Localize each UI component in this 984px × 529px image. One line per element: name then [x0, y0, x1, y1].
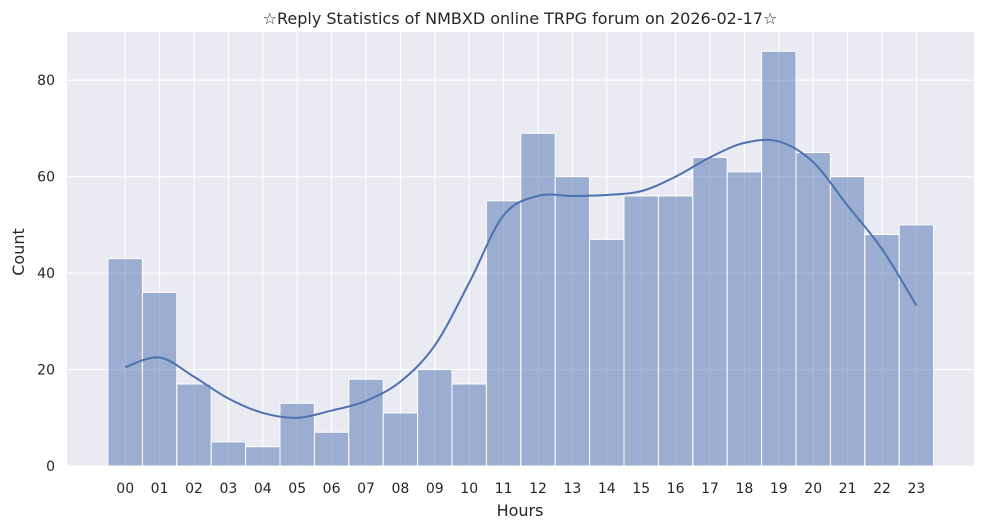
y-tick-label: 20: [37, 363, 55, 379]
kde-curve: [124, 138, 918, 419]
bar-16: [657, 195, 694, 467]
bar-08: [382, 412, 419, 467]
y-tick-label: 40: [37, 266, 55, 282]
bar-22: [864, 234, 900, 467]
bar-06: [313, 431, 350, 467]
y-tick-label: 80: [37, 73, 55, 89]
bar-05: [279, 402, 315, 467]
x-tick-label: 01: [151, 481, 169, 497]
bars: [107, 50, 935, 467]
bar-21: [829, 176, 866, 467]
x-tick-label: 21: [839, 481, 857, 497]
bar-23: [898, 224, 935, 467]
x-tick-label: 06: [323, 481, 341, 497]
x-tick-label: 12: [529, 481, 547, 497]
bar-04: [245, 446, 281, 467]
x-tick-label: 17: [701, 481, 719, 497]
x-axis-label: Hours: [497, 501, 544, 520]
x-tick-label: 08: [391, 481, 409, 497]
x-tick-label: 02: [185, 481, 203, 497]
y-axis-label: Count: [9, 228, 28, 276]
bar-02: [176, 383, 212, 467]
bar-09: [417, 369, 453, 467]
bar-20: [795, 152, 831, 467]
y-tick-label: 0: [46, 459, 55, 475]
bar-12: [520, 132, 556, 467]
x-tick-label: 05: [288, 481, 306, 497]
x-tick-label: 22: [873, 481, 891, 497]
x-tick-label: 14: [598, 481, 616, 497]
bar-11: [485, 200, 522, 467]
bar-07: [348, 378, 384, 467]
x-tick-label: 03: [219, 481, 237, 497]
chart-title: ☆Reply Statistics of NMBXD online TRPG f…: [263, 9, 778, 28]
bar-13: [554, 176, 591, 467]
x-tick-label: 00: [116, 481, 134, 497]
x-tick-label: 07: [357, 481, 375, 497]
bar-14: [589, 238, 625, 467]
x-tick-label: 11: [495, 481, 513, 497]
x-tick-label: 13: [563, 481, 581, 497]
bar-01: [141, 291, 178, 467]
x-tick-label: 15: [632, 481, 650, 497]
bar-03: [210, 441, 247, 467]
bar-15: [623, 195, 659, 467]
y-tick-label: 60: [37, 170, 55, 186]
x-tick-label: 23: [907, 481, 925, 497]
bar-18: [726, 171, 763, 467]
x-tick-label: 09: [426, 481, 444, 497]
bar-19: [761, 50, 797, 467]
x-tick-labels: 00 01 02 03 04 05 06 07 08 09 10 11 12 13 14 15 16 17 18 19…: [116, 481, 925, 497]
y-tick-labels: 0 20 40 60 80: [37, 73, 55, 475]
bar-10: [451, 383, 487, 467]
bar-17: [692, 156, 728, 467]
x-tick-label: 16: [667, 481, 685, 497]
x-tick-label: 18: [735, 481, 753, 497]
x-tick-label: 04: [254, 481, 272, 497]
x-tick-label: 19: [770, 481, 788, 497]
x-tick-label: 20: [804, 481, 822, 497]
x-tick-label: 10: [460, 481, 478, 497]
